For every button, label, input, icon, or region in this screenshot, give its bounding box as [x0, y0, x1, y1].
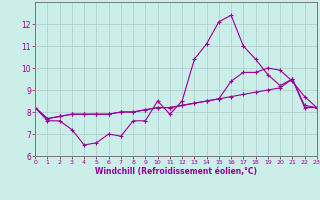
X-axis label: Windchill (Refroidissement éolien,°C): Windchill (Refroidissement éolien,°C) — [95, 167, 257, 176]
